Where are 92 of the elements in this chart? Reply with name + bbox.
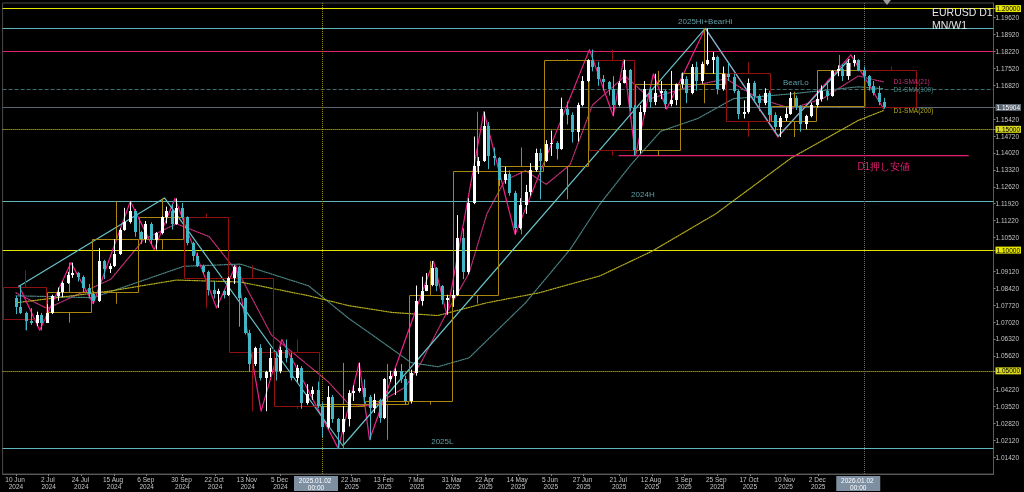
candlestick [846, 58, 851, 81]
candlestick [643, 80, 646, 116]
candlestick [550, 130, 553, 157]
candlestick [493, 146, 496, 167]
candlestick [394, 367, 397, 396]
candlestick [556, 140, 559, 161]
candlestick [826, 80, 829, 101]
candlestick [525, 184, 528, 215]
candlestick [670, 70, 673, 107]
candlestick [51, 294, 54, 315]
candlestick [566, 101, 569, 125]
candlestick [400, 363, 403, 384]
candlestick [712, 51, 715, 75]
candlestick [369, 394, 372, 441]
candlestick [789, 91, 792, 116]
candlestick [331, 394, 334, 424]
candlestick [150, 221, 153, 245]
candlestick [290, 352, 293, 382]
candlestick [446, 294, 449, 316]
candlestick [306, 383, 309, 406]
candlestick [768, 90, 771, 123]
candlestick [441, 284, 444, 305]
candlestick [175, 197, 178, 226]
candlestick [171, 203, 174, 231]
annotation: 2024H [631, 189, 655, 199]
candlestick [706, 27, 709, 66]
candlestick [129, 200, 132, 225]
candlestick [103, 259, 106, 280]
candlestick [233, 264, 236, 285]
candlestick [753, 80, 756, 104]
candlestick [649, 86, 652, 109]
candlestick [435, 266, 438, 292]
candlestick [779, 115, 782, 138]
candlestick [597, 61, 600, 87]
candlestick [545, 139, 548, 163]
candlestick [421, 276, 424, 307]
candlestick [123, 207, 126, 232]
candlestick [119, 227, 122, 256]
candlestick [358, 362, 361, 394]
candlestick [15, 295, 18, 315]
annotation: BearLo [783, 77, 810, 87]
candlestick [373, 393, 376, 414]
candlestick [508, 169, 511, 197]
candlestick [535, 148, 538, 173]
candlestick [134, 208, 137, 238]
candlestick [539, 148, 542, 200]
candlestick [337, 417, 340, 450]
candlestick [722, 66, 725, 92]
candlestick [379, 398, 382, 424]
candlestick [317, 381, 320, 409]
text: MN/W1 [932, 18, 968, 31]
candlestick [727, 61, 730, 82]
candlestick [254, 346, 257, 367]
candlestick [404, 375, 407, 406]
candlestick [46, 303, 49, 324]
candlestick [654, 73, 657, 106]
candlestick [529, 162, 532, 197]
candlestick [227, 276, 230, 297]
candlestick [685, 75, 688, 104]
candlestick [664, 88, 667, 110]
candlestick [275, 351, 278, 382]
candlestick [571, 111, 574, 144]
candlestick [192, 241, 195, 262]
candlestick [285, 338, 288, 363]
candlestick [774, 111, 777, 133]
candlestick [733, 73, 736, 94]
candlestick [695, 61, 698, 92]
candlestick [618, 80, 621, 107]
candlestick [587, 58, 590, 83]
annotation: 2025L [431, 436, 455, 446]
candlestick [737, 88, 740, 120]
candlestick [726, 61, 771, 138]
candlestick [612, 75, 615, 117]
series-label: D1押し安値 [857, 161, 911, 173]
candlestick [19, 285, 22, 315]
candlestick [660, 80, 663, 100]
candlestick [878, 85, 881, 106]
candlestick [279, 346, 282, 374]
candlestick [498, 156, 501, 187]
candlestick [591, 49, 594, 72]
candlestick [363, 378, 366, 404]
candlestick [581, 75, 584, 107]
candlestick [743, 99, 746, 119]
candlestick [269, 347, 272, 378]
candlestick [144, 220, 147, 244]
annotation: 2025Hi+BearHi [678, 16, 733, 26]
chart-title: EURUSD D1 [932, 5, 993, 18]
candlestick [675, 82, 678, 106]
candlestick [217, 288, 220, 309]
candlestick [799, 104, 802, 133]
candlestick [321, 401, 324, 438]
candlestick [265, 370, 268, 412]
